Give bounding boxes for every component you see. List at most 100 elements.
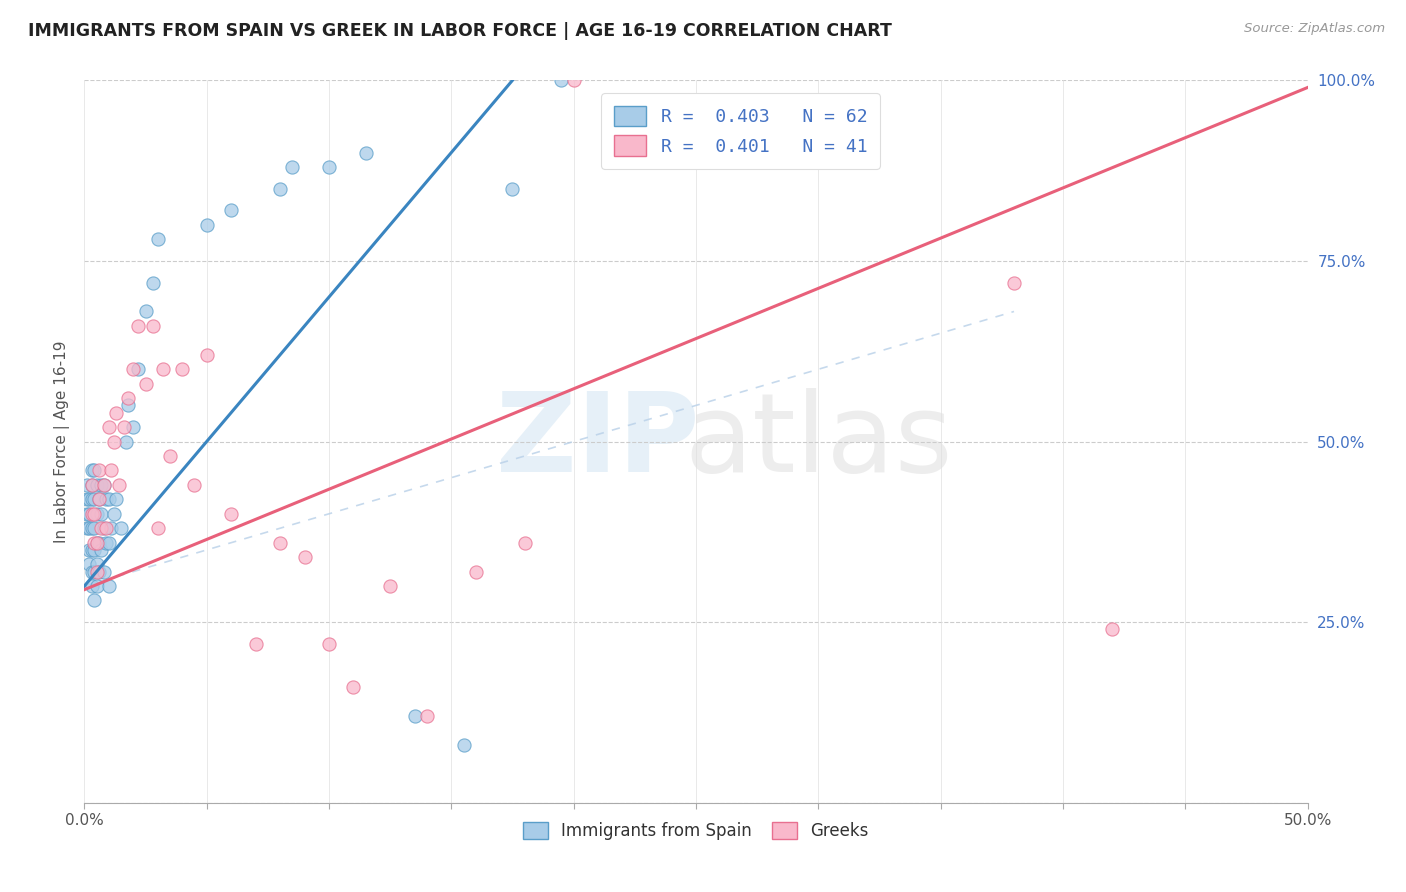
Point xyxy=(404,709,426,723)
Point xyxy=(142,318,165,333)
Point xyxy=(77,521,100,535)
Point xyxy=(1002,276,1025,290)
Point xyxy=(183,478,205,492)
Point xyxy=(87,492,110,507)
Point xyxy=(80,521,103,535)
Point xyxy=(83,565,105,579)
Point xyxy=(76,492,98,507)
Point xyxy=(87,492,110,507)
Point xyxy=(90,478,112,492)
Point xyxy=(172,362,194,376)
Point xyxy=(103,434,125,449)
Point xyxy=(103,507,125,521)
Point xyxy=(86,535,108,549)
Point xyxy=(80,478,103,492)
Point xyxy=(115,434,138,449)
Point xyxy=(96,492,118,507)
Point xyxy=(100,463,122,477)
Point xyxy=(90,507,112,521)
Point xyxy=(76,507,98,521)
Point xyxy=(269,535,291,549)
Point xyxy=(86,535,108,549)
Point xyxy=(195,348,218,362)
Text: IMMIGRANTS FROM SPAIN VS GREEK IN LABOR FORCE | AGE 16-19 CORRELATION CHART: IMMIGRANTS FROM SPAIN VS GREEK IN LABOR … xyxy=(28,22,891,40)
Point xyxy=(83,463,105,477)
Point xyxy=(87,565,110,579)
Legend: Immigrants from Spain, Greeks: Immigrants from Spain, Greeks xyxy=(515,814,877,848)
Point xyxy=(146,521,169,535)
Point xyxy=(83,521,105,535)
Point xyxy=(96,521,118,535)
Point xyxy=(86,565,108,579)
Point xyxy=(107,478,129,492)
Point xyxy=(318,160,340,174)
Point xyxy=(86,558,108,572)
Point xyxy=(97,579,120,593)
Point xyxy=(318,637,340,651)
Point xyxy=(122,420,145,434)
Point xyxy=(219,507,242,521)
Point xyxy=(127,362,149,376)
Point xyxy=(502,182,524,196)
Point xyxy=(219,203,242,218)
Point xyxy=(105,492,128,507)
Point xyxy=(416,709,439,723)
Point xyxy=(86,579,108,593)
Point xyxy=(77,507,100,521)
Point xyxy=(93,565,115,579)
Point xyxy=(513,535,536,549)
Point xyxy=(245,637,267,651)
Point xyxy=(93,478,115,492)
Text: ZIP: ZIP xyxy=(496,388,700,495)
Point xyxy=(112,420,135,434)
Point xyxy=(146,232,169,246)
Point xyxy=(100,521,122,535)
Point xyxy=(269,182,291,196)
Point xyxy=(83,535,105,549)
Point xyxy=(159,449,181,463)
Point xyxy=(83,542,105,557)
Point xyxy=(80,492,103,507)
Point xyxy=(83,507,105,521)
Point xyxy=(80,542,103,557)
Point xyxy=(142,276,165,290)
Point xyxy=(83,593,105,607)
Point xyxy=(105,406,128,420)
Point xyxy=(80,478,103,492)
Point xyxy=(90,521,112,535)
Point xyxy=(135,304,157,318)
Text: Source: ZipAtlas.com: Source: ZipAtlas.com xyxy=(1244,22,1385,36)
Point xyxy=(1101,623,1123,637)
Point xyxy=(77,542,100,557)
Point xyxy=(76,521,98,535)
Point xyxy=(380,579,402,593)
Point xyxy=(117,391,139,405)
Point xyxy=(453,738,475,752)
Point xyxy=(550,73,572,87)
Point xyxy=(93,478,115,492)
Point xyxy=(77,492,100,507)
Point xyxy=(80,579,103,593)
Point xyxy=(562,73,585,87)
Point xyxy=(93,521,115,535)
Point xyxy=(80,463,103,477)
Point xyxy=(195,218,218,232)
Point xyxy=(87,463,110,477)
Point xyxy=(354,145,377,160)
Point xyxy=(97,420,120,434)
Point xyxy=(97,492,120,507)
Y-axis label: In Labor Force | Age 16-19: In Labor Force | Age 16-19 xyxy=(55,340,70,543)
Point xyxy=(152,362,174,376)
Point xyxy=(80,507,103,521)
Point xyxy=(281,160,304,174)
Point xyxy=(83,492,105,507)
Point xyxy=(127,318,149,333)
Point xyxy=(96,535,118,549)
Point xyxy=(77,558,100,572)
Point xyxy=(117,398,139,412)
Point xyxy=(110,521,132,535)
Text: atlas: atlas xyxy=(685,388,952,495)
Point xyxy=(135,376,157,391)
Point xyxy=(122,362,145,376)
Point xyxy=(342,680,364,694)
